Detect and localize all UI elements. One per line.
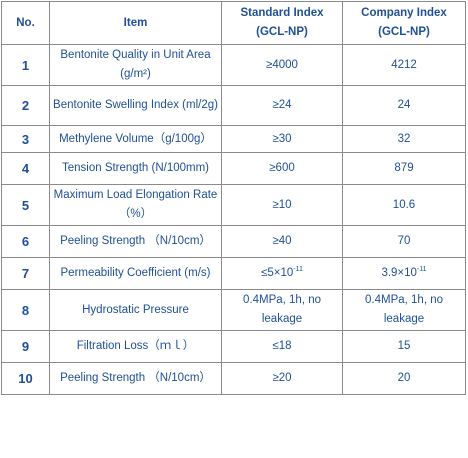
item-cell: Bentonite Swelling Index (ml/2g) <box>49 85 222 126</box>
company-cell: 70 <box>342 225 466 258</box>
standard-cell: ≥24 <box>221 85 343 126</box>
table-row: 2 Bentonite Swelling Index (ml/2g) ≥24 2… <box>1 85 466 126</box>
row-number: 3 <box>1 125 50 153</box>
company-cell: 3.9×10-11 <box>342 257 466 290</box>
standard-exponent: -11 <box>293 266 303 274</box>
header-no: No. <box>1 1 50 45</box>
standard-cell: ≤18 <box>221 330 343 363</box>
standard-cell: ≥20 <box>221 362 343 395</box>
item-cell: Maximum Load Elongation Rate （%） <box>49 184 222 226</box>
company-cell: 0.4MPa, 1h, no leakage <box>342 289 466 331</box>
standard-cell: ≥600 <box>221 152 343 185</box>
row-number: 9 <box>1 330 50 363</box>
row-number: 8 <box>1 289 50 331</box>
row-number: 4 <box>1 152 50 185</box>
row-number: 6 <box>1 225 50 258</box>
standard-cell: ≥30 <box>221 125 343 153</box>
company-cell: 4212 <box>342 44 466 86</box>
row-number: 10 <box>1 362 50 395</box>
standard-cell: ≥4000 <box>221 44 343 86</box>
company-exponent: -11 <box>416 266 427 274</box>
standard-value: ≤5×10 <box>261 267 294 279</box>
item-cell: Filtration Loss（ｍｌ） <box>49 330 222 363</box>
item-cell: Methylene Volume（g/100g） <box>49 125 222 153</box>
item-cell: Hydrostatic Pressure <box>49 289 222 331</box>
row-number: 5 <box>1 184 50 226</box>
standard-cell: 0.4MPa, 1h, no leakage <box>221 289 343 331</box>
row-number: 2 <box>1 85 50 126</box>
item-cell: Permeability Coefficient (m/s) <box>49 257 222 290</box>
standard-cell: ≤5×10-11 <box>221 257 343 290</box>
table-row: 6 Peeling Strength （N/10cm） ≥40 70 <box>1 225 466 258</box>
company-cell: 24 <box>342 85 466 126</box>
company-cell: 10.6 <box>342 184 466 226</box>
table-row: 5 Maximum Load Elongation Rate （%） ≥10 1… <box>1 184 466 226</box>
table-row: 3 Methylene Volume（g/100g） ≥30 32 <box>1 125 466 153</box>
company-value: 3.9×10 <box>381 267 417 279</box>
company-cell: 15 <box>342 330 466 363</box>
header-item: Item <box>49 1 222 45</box>
table-row: 7 Permeability Coefficient (m/s) ≤5×10-1… <box>1 257 466 290</box>
standard-cell: ≥40 <box>221 225 343 258</box>
table-row: 8 Hydrostatic Pressure 0.4MPa, 1h, no le… <box>1 289 466 331</box>
row-number: 1 <box>1 44 50 86</box>
table-row: 1 Bentonite Quality in Unit Area (g/m²) … <box>1 44 466 86</box>
header-standard-index: Standard Index (GCL-NP) <box>221 1 343 45</box>
table-row: 9 Filtration Loss（ｍｌ） ≤18 15 <box>1 330 466 363</box>
item-cell: Bentonite Quality in Unit Area (g/m²) <box>49 44 222 86</box>
table-header-row: No. Item Standard Index (GCL-NP) Company… <box>1 1 466 45</box>
row-number: 7 <box>1 257 50 290</box>
table-row: 10 Peeling Strength （N/10cm） ≥20 20 <box>1 362 466 395</box>
company-cell: 20 <box>342 362 466 395</box>
header-company-index: Company Index (GCL-NP) <box>342 1 466 45</box>
company-cell: 32 <box>342 125 466 153</box>
item-cell: Tension Strength (N/100mm) <box>49 152 222 185</box>
item-cell: Peeling Strength （N/10cm） <box>49 362 222 395</box>
company-cell: 879 <box>342 152 466 185</box>
standard-cell: ≥10 <box>221 184 343 226</box>
table-row: 4 Tension Strength (N/100mm) ≥600 879 <box>1 152 466 185</box>
specification-table: No. Item Standard Index (GCL-NP) Company… <box>1 1 466 395</box>
item-cell: Peeling Strength （N/10cm） <box>49 225 222 258</box>
